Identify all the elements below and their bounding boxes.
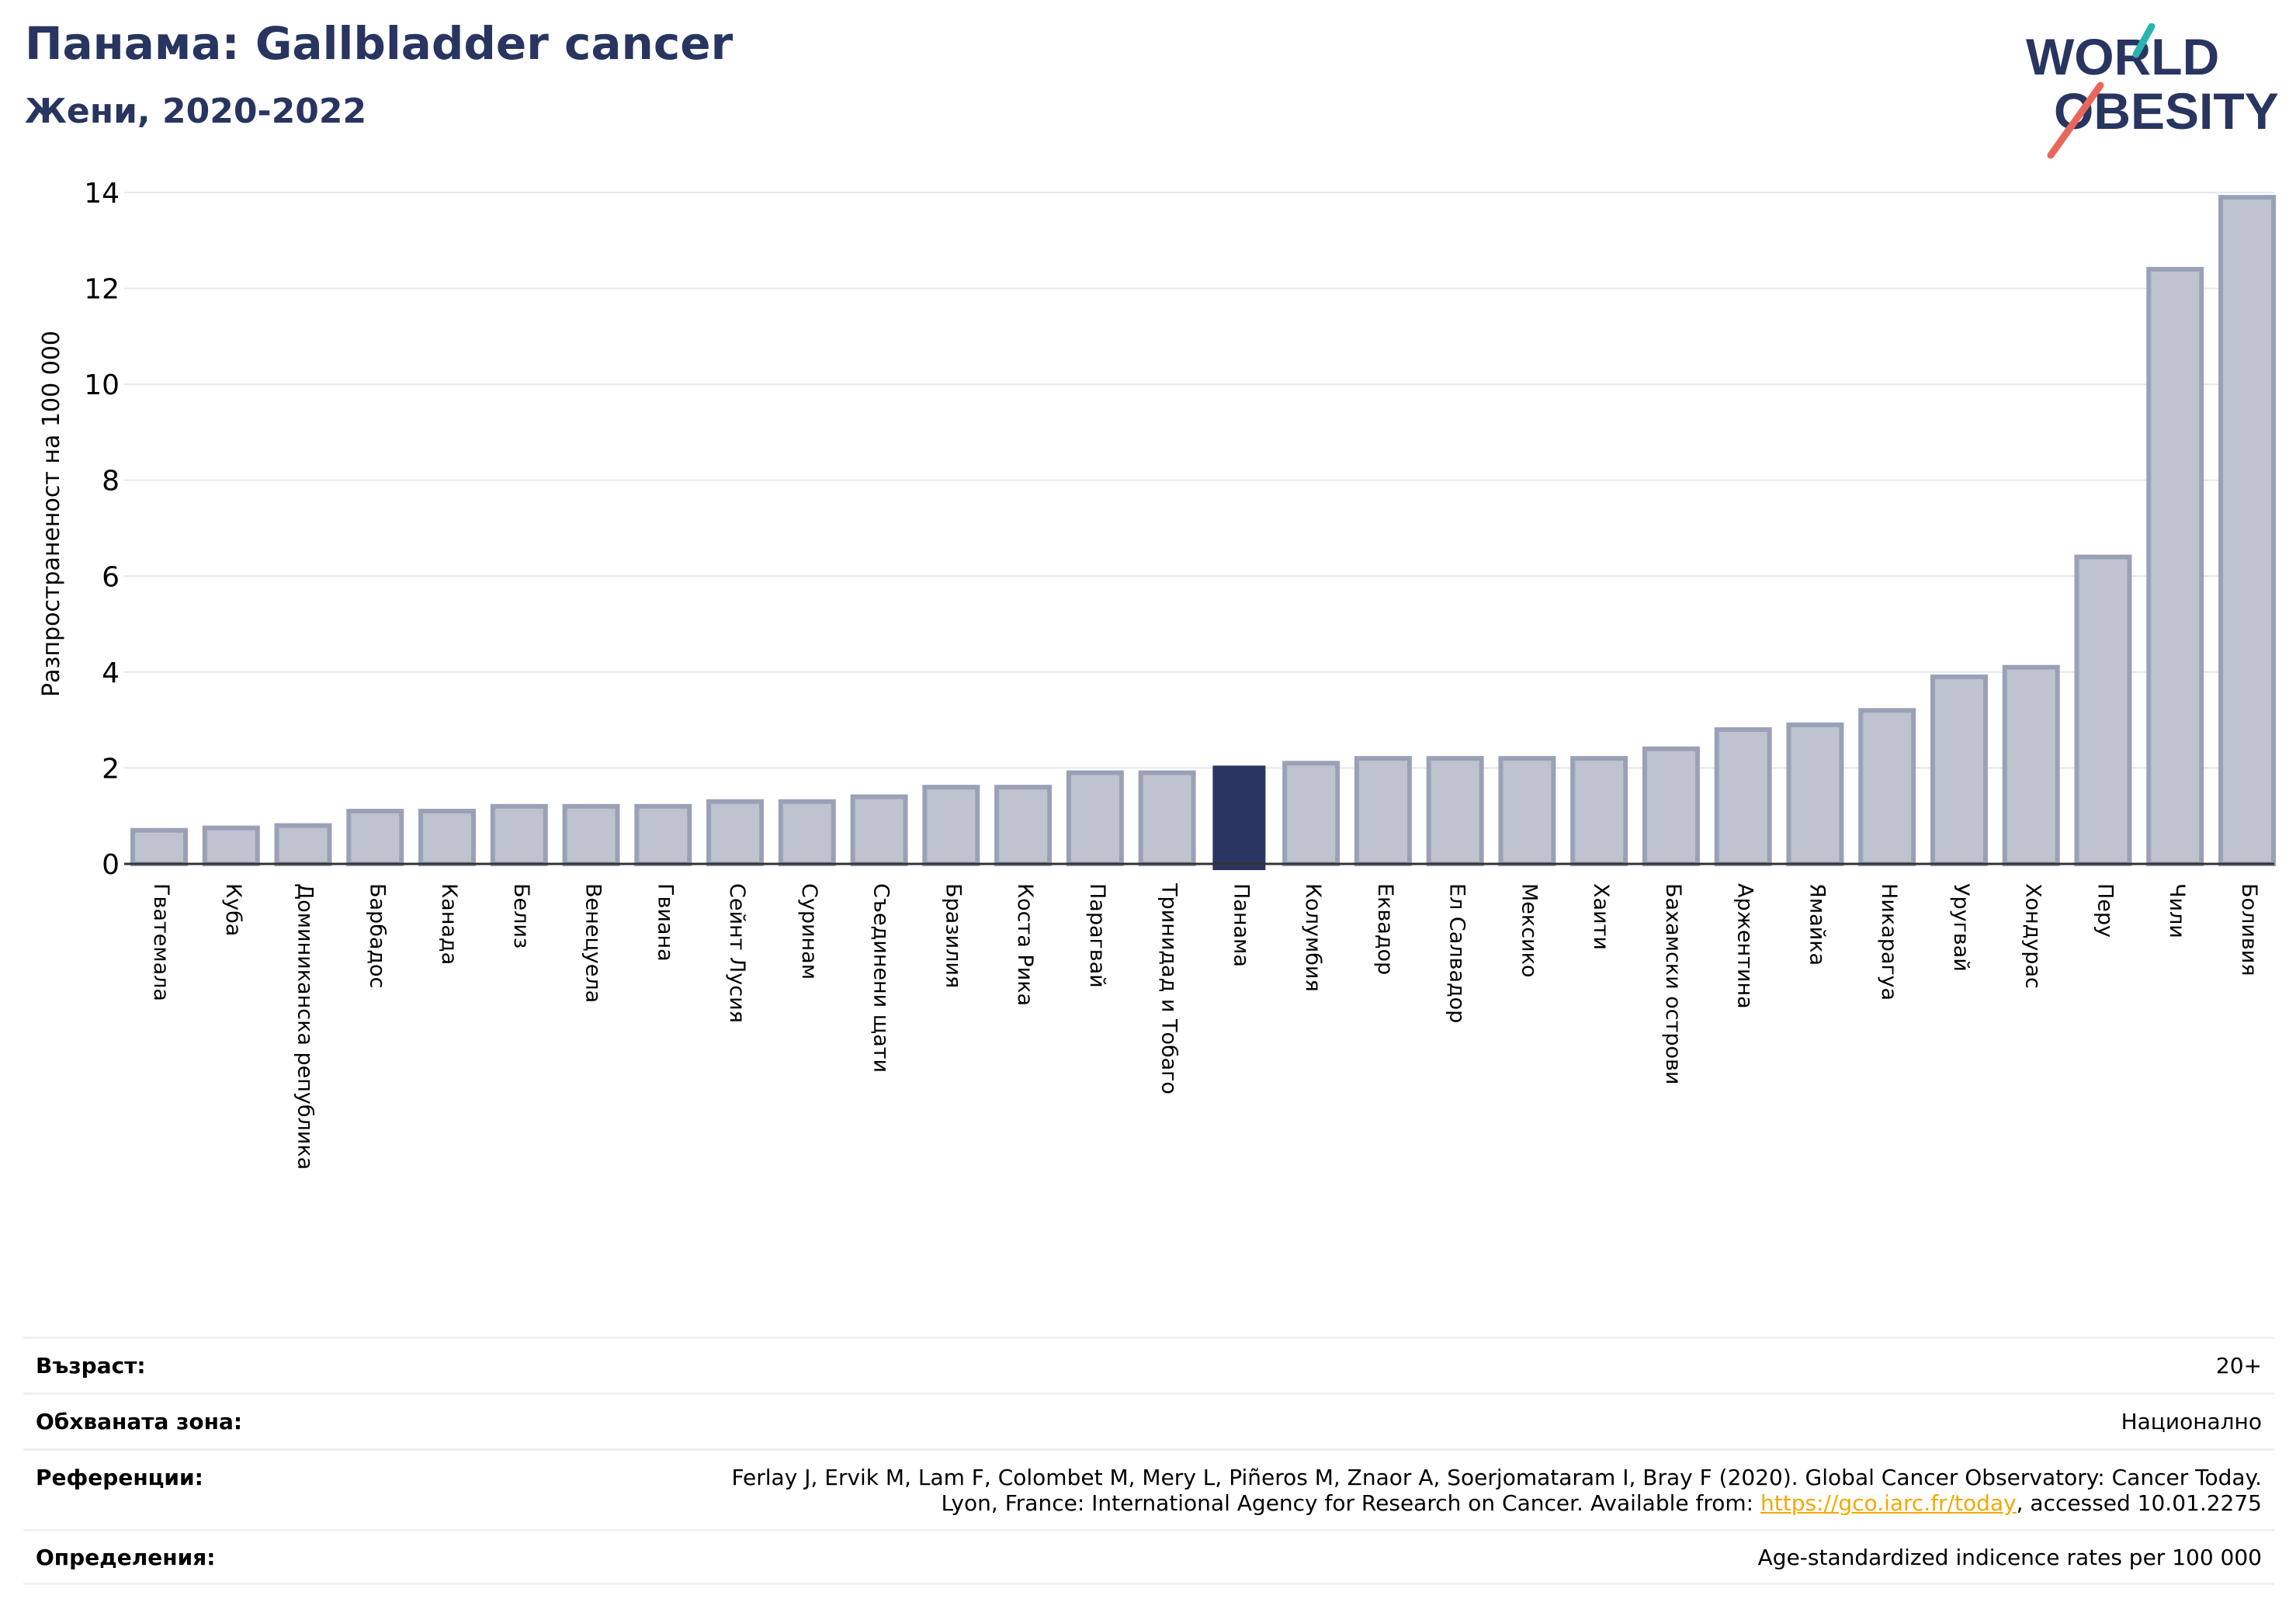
x-tick-label: Аржентина bbox=[1733, 883, 1757, 1009]
y-tick-label: 0 bbox=[102, 849, 120, 881]
y-tick-label: 6 bbox=[102, 561, 120, 593]
x-tick-label: Ямайка bbox=[1805, 883, 1829, 966]
x-tick-label: Боливия bbox=[2237, 883, 2261, 976]
info-row-definitions: Определения: Age-standardized indicence … bbox=[23, 1529, 2274, 1585]
grid-lines bbox=[124, 192, 2274, 769]
bar bbox=[130, 827, 188, 866]
x-tick-label: Хондурас bbox=[2021, 883, 2045, 989]
bar bbox=[202, 825, 260, 867]
bar bbox=[1282, 761, 1340, 866]
x-tick-label: Венецуела bbox=[581, 883, 605, 1003]
x-tick-label: Съединени щати bbox=[869, 883, 893, 1073]
logo-line1: WORLD bbox=[2026, 28, 2219, 85]
age-value: 20+ bbox=[2215, 1353, 2262, 1379]
bar bbox=[1354, 756, 1412, 866]
definitions-value: Age-standardized indicence rates per 100… bbox=[1757, 1544, 2262, 1570]
gco-link[interactable]: https://gco.iarc.fr/today bbox=[1760, 1490, 2017, 1516]
x-tick-labels: Гватемала Куба Доминиканска република Барба… bbox=[149, 883, 2261, 1170]
logo-slash-red bbox=[2047, 81, 2104, 159]
bar bbox=[2074, 554, 2132, 866]
x-tick-label: Парагвай bbox=[1085, 883, 1109, 988]
references-value: Ferlay J, Ervik M, Lam F, Colombet M, Me… bbox=[731, 1465, 2262, 1516]
x-tick-label: Никарагуа bbox=[1877, 883, 1901, 1001]
bar bbox=[1426, 756, 1484, 866]
y-tick-label: 12 bbox=[84, 274, 120, 306]
x-tick-label: Еквадор bbox=[1373, 883, 1397, 975]
logo-line2: OBESITY bbox=[2054, 82, 2279, 140]
bar bbox=[2218, 195, 2276, 866]
y-tick-label: 8 bbox=[102, 466, 120, 498]
x-tick-label: Колумбия bbox=[1301, 883, 1325, 992]
world-obesity-logo: WORLD OBESITY bbox=[2026, 23, 2279, 159]
x-tick-label: Гвиана bbox=[653, 883, 677, 962]
bar bbox=[1930, 675, 1988, 866]
bar bbox=[1714, 727, 1772, 866]
x-tick-label: Гватемала bbox=[149, 883, 173, 1001]
x-tick-label: Сейнт Лусия bbox=[725, 883, 749, 1023]
bar bbox=[706, 799, 765, 867]
x-tick-label: Мексико bbox=[1517, 883, 1541, 977]
references-line-2-start: Lyon, France: International Agency for R… bbox=[941, 1490, 1760, 1516]
x-tick-label: Суринам bbox=[797, 883, 821, 980]
bar bbox=[850, 794, 908, 866]
bar bbox=[1642, 746, 1700, 867]
info-row-age: Възраст: 20+ bbox=[23, 1337, 2274, 1392]
x-tick-label: Ел Салвадор bbox=[1445, 883, 1469, 1023]
bar bbox=[778, 799, 836, 867]
bar bbox=[634, 803, 692, 867]
y-tick-label: 10 bbox=[84, 369, 120, 401]
bar bbox=[1858, 708, 1916, 866]
definitions-label: Определения: bbox=[36, 1544, 216, 1570]
bar bbox=[922, 785, 980, 867]
y-tick-label: 14 bbox=[84, 178, 120, 210]
x-tick-label: Чили bbox=[2165, 883, 2189, 938]
x-tick-label: Доминиканска република bbox=[293, 883, 317, 1170]
bar bbox=[274, 823, 332, 866]
x-tick-label: Канада bbox=[437, 883, 461, 965]
x-tick-label: Барбадос bbox=[365, 883, 389, 988]
bar bbox=[1212, 765, 1266, 870]
info-row-area: Обхваната зона: Национално bbox=[23, 1392, 2274, 1448]
info-row-references: Референции: Ferlay J, Ervik M, Lam F, Co… bbox=[23, 1448, 2274, 1529]
x-tick-label: Панама bbox=[1229, 883, 1253, 967]
bar bbox=[490, 803, 548, 867]
area-value: Национално bbox=[2121, 1409, 2262, 1434]
age-label: Възраст: bbox=[36, 1353, 146, 1379]
y-axis-label: Разпространеност на 100 000 bbox=[38, 331, 65, 697]
chart-subtitle: Жени, 2020-2022 bbox=[25, 92, 367, 131]
references-line-2-end: , accessed 10.01.2275 bbox=[2016, 1490, 2262, 1516]
bar bbox=[1066, 770, 1124, 866]
bar bbox=[346, 809, 404, 867]
info-table: Възраст: 20+ Обхваната зона: Национално … bbox=[23, 1337, 2274, 1585]
bar bbox=[2146, 266, 2204, 867]
bar bbox=[994, 785, 1053, 867]
x-tick-label: Уругвай bbox=[1949, 883, 1973, 972]
bar-chart: 0 2 4 6 8 10 12 14 Гватемала Куба Доминиканска ре… bbox=[38, 178, 2276, 1170]
x-tick-label: Коста Рика bbox=[1013, 883, 1037, 1006]
references-label: Референции: bbox=[36, 1465, 203, 1490]
x-tick-label: Бразилия bbox=[941, 883, 965, 988]
bar bbox=[418, 809, 477, 867]
x-tick-label: Хаити bbox=[1589, 883, 1613, 950]
bars bbox=[130, 195, 2276, 870]
bar bbox=[562, 803, 620, 867]
logo-slash-teal bbox=[2132, 23, 2156, 58]
bar bbox=[1570, 756, 1628, 866]
chart-title: Панама: Gallbladder cancer bbox=[25, 17, 734, 70]
x-tick-label: Белиз bbox=[509, 883, 533, 948]
bar bbox=[1138, 770, 1196, 866]
x-tick-label: Перу bbox=[2093, 883, 2117, 938]
references-line-1: Ferlay J, Ervik M, Lam F, Colombet M, Me… bbox=[731, 1465, 2262, 1490]
y-tick-labels: 0 2 4 6 8 10 12 14 bbox=[84, 178, 120, 881]
area-label: Обхваната зона: bbox=[36, 1409, 243, 1434]
x-tick-label: Тринидад и Тобаго bbox=[1157, 883, 1181, 1094]
x-tick-label: Бахамски острови bbox=[1661, 883, 1685, 1084]
bar bbox=[1786, 722, 1844, 866]
y-tick-label: 4 bbox=[102, 657, 120, 689]
bar bbox=[1498, 756, 1556, 866]
y-tick-label: 2 bbox=[102, 753, 120, 785]
x-tick-label: Куба bbox=[221, 883, 245, 936]
bar bbox=[2002, 664, 2060, 867]
